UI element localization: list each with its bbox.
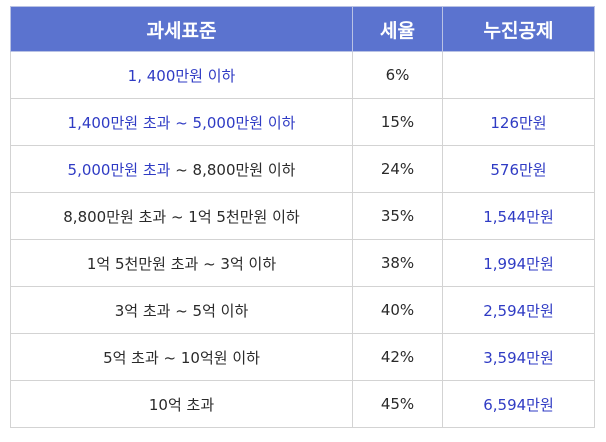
tax-rate-cell: 24% <box>352 145 443 193</box>
tax-base-cell: 8,800만원 초과 ~ 1억 5천만원 이하 <box>10 192 353 240</box>
tax-base-cell: 10억 초과 <box>10 380 353 428</box>
tax-base-cell: 5억 초과 ~ 10억원 이하 <box>10 333 353 381</box>
tax-base-text: 8,800만원 초과 ~ 1억 5천만원 이하 <box>63 207 300 226</box>
deduction-cell: 1,994만원 <box>442 239 595 287</box>
deduction-cell: 1,544만원 <box>442 192 595 240</box>
deduction-cell <box>442 51 595 99</box>
table-row: 1,400만원 초과 ~ 5,000만원 이하 15% 126만원 <box>10 98 595 146</box>
tax-base-cell: 5,000만원 초과 ~ 8,800만원 이하 <box>10 145 353 193</box>
tax-rate-cell: 45% <box>352 380 443 428</box>
header-tax-rate: 세율 <box>352 6 443 52</box>
deduction-cell: 576만원 <box>442 145 595 193</box>
tax-rate-cell: 42% <box>352 333 443 381</box>
tax-rate-cell: 15% <box>352 98 443 146</box>
tax-base-highlight: 5,000만원 초과 <box>67 160 171 179</box>
header-tax-base: 과세표준 <box>10 6 353 52</box>
tax-rate-cell: 6% <box>352 51 443 99</box>
tax-base-text: 5억 초과 ~ 10억원 이하 <box>103 348 260 367</box>
tax-rate-cell: 40% <box>352 286 443 334</box>
tax-base-cell: 1억 5천만원 초과 ~ 3억 이하 <box>10 239 353 287</box>
tax-base-text: 1억 5천만원 초과 ~ 3억 이하 <box>86 254 277 273</box>
table-row: 1억 5천만원 초과 ~ 3억 이하 38% 1,994만원 <box>10 239 595 287</box>
tax-table-wrapper: 과세표준 세율 누진공제 1, 400만원 이하 6% 1,400만원 초과 ~… <box>10 6 595 428</box>
tax-base-text: 10억 초과 <box>148 395 215 414</box>
deduction-cell: 126만원 <box>442 98 595 146</box>
table-row: 8,800만원 초과 ~ 1억 5천만원 이하 35% 1,544만원 <box>10 192 595 240</box>
tax-base-cell: 1, 400만원 이하 <box>10 51 353 99</box>
tax-base-text: ~ 8,800만원 이하 <box>170 160 296 179</box>
tax-base-cell: 3억 초과 ~ 5억 이하 <box>10 286 353 334</box>
tax-base-highlight: 1,400만원 초과 ~ 5,000만원 이하 <box>67 113 296 132</box>
income-tax-rate-table: 과세표준 세율 누진공제 1, 400만원 이하 6% 1,400만원 초과 ~… <box>10 6 595 428</box>
tax-base-highlight: 1, 400만원 이하 <box>127 66 236 85</box>
deduction-cell: 2,594만원 <box>442 286 595 334</box>
tax-base-cell: 1,400만원 초과 ~ 5,000만원 이하 <box>10 98 353 146</box>
table-row: 1, 400만원 이하 6% <box>10 51 595 99</box>
tax-base-text: 3억 초과 ~ 5억 이하 <box>114 301 249 320</box>
header-progressive-deduction: 누진공제 <box>442 6 595 52</box>
deduction-cell: 6,594만원 <box>442 380 595 428</box>
table-row: 5억 초과 ~ 10억원 이하 42% 3,594만원 <box>10 333 595 381</box>
table-row: 3억 초과 ~ 5억 이하 40% 2,594만원 <box>10 286 595 334</box>
table-row: 10억 초과 45% 6,594만원 <box>10 380 595 428</box>
deduction-cell: 3,594만원 <box>442 333 595 381</box>
table-row: 5,000만원 초과 ~ 8,800만원 이하 24% 576만원 <box>10 145 595 193</box>
tax-rate-cell: 35% <box>352 192 443 240</box>
tax-rate-cell: 38% <box>352 239 443 287</box>
table-header-row: 과세표준 세율 누진공제 <box>10 6 595 52</box>
